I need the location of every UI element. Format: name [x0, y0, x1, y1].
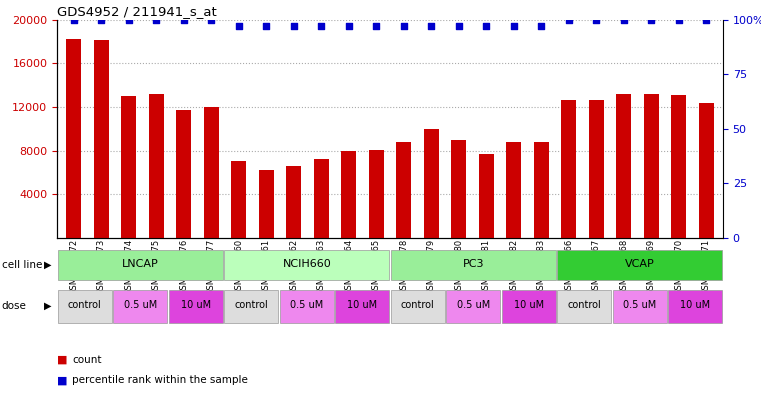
Point: [288, 23, 300, 29]
Bar: [391, 290, 444, 323]
Text: 0.5 uM: 0.5 uM: [457, 300, 490, 310]
Point: [645, 17, 658, 23]
Point: [95, 17, 107, 23]
Bar: [644, 94, 659, 238]
Point: [315, 23, 327, 29]
Point: [508, 23, 520, 29]
Point: [425, 23, 438, 29]
Point: [150, 17, 162, 23]
Text: 10 uM: 10 uM: [347, 300, 377, 310]
Bar: [280, 290, 333, 323]
Bar: [259, 170, 274, 238]
Bar: [699, 103, 714, 238]
Text: GDS4952 / 211941_s_at: GDS4952 / 211941_s_at: [57, 6, 217, 18]
Bar: [451, 140, 466, 238]
Point: [535, 23, 547, 29]
Bar: [341, 151, 356, 238]
Text: ■: ■: [57, 375, 68, 386]
Bar: [148, 94, 164, 238]
Point: [480, 23, 492, 29]
Point: [563, 17, 575, 23]
Text: PC3: PC3: [463, 259, 484, 269]
Point: [700, 17, 712, 23]
Point: [233, 23, 245, 29]
Point: [68, 17, 80, 23]
Bar: [501, 290, 556, 323]
Point: [342, 23, 355, 29]
Point: [618, 17, 630, 23]
Bar: [668, 290, 722, 323]
Text: percentile rank within the sample: percentile rank within the sample: [72, 375, 248, 386]
Bar: [176, 110, 191, 238]
Bar: [589, 100, 604, 238]
Point: [260, 23, 272, 29]
Text: 0.5 uM: 0.5 uM: [290, 300, 323, 310]
Bar: [224, 250, 389, 280]
Bar: [314, 159, 329, 238]
Point: [205, 17, 217, 23]
Bar: [121, 96, 136, 238]
Bar: [113, 290, 167, 323]
Text: LNCAP: LNCAP: [122, 259, 159, 269]
Bar: [671, 95, 686, 238]
Bar: [557, 290, 611, 323]
Text: count: count: [72, 354, 102, 365]
Bar: [562, 100, 576, 238]
Bar: [447, 290, 500, 323]
Point: [370, 23, 382, 29]
Bar: [533, 142, 549, 238]
Text: 10 uM: 10 uM: [180, 300, 211, 310]
Bar: [286, 166, 301, 238]
Bar: [479, 154, 494, 238]
Bar: [396, 142, 412, 238]
Bar: [231, 162, 247, 238]
Text: 10 uM: 10 uM: [680, 300, 710, 310]
Text: ▶: ▶: [43, 301, 51, 311]
Bar: [616, 94, 632, 238]
Bar: [613, 290, 667, 323]
Bar: [169, 290, 223, 323]
Bar: [58, 250, 223, 280]
Bar: [66, 39, 81, 238]
Point: [453, 23, 465, 29]
Point: [123, 17, 135, 23]
Text: control: control: [68, 300, 102, 310]
Bar: [204, 107, 218, 238]
Bar: [94, 40, 109, 238]
Bar: [506, 142, 521, 238]
Text: control: control: [568, 300, 601, 310]
Text: cell line: cell line: [2, 260, 42, 270]
Bar: [557, 250, 722, 280]
Point: [673, 17, 685, 23]
Text: dose: dose: [2, 301, 27, 311]
Text: control: control: [401, 300, 435, 310]
Bar: [58, 290, 112, 323]
Text: ■: ■: [57, 354, 68, 365]
Text: VCAP: VCAP: [625, 259, 654, 269]
Text: 10 uM: 10 uM: [514, 300, 544, 310]
Text: 0.5 uM: 0.5 uM: [124, 300, 157, 310]
Text: ▶: ▶: [43, 260, 51, 270]
Bar: [336, 290, 389, 323]
Bar: [224, 290, 279, 323]
Text: NCIH660: NCIH660: [282, 259, 331, 269]
Point: [398, 23, 410, 29]
Point: [177, 17, 189, 23]
Text: control: control: [234, 300, 268, 310]
Bar: [424, 129, 439, 238]
Point: [591, 17, 603, 23]
Bar: [391, 250, 556, 280]
Bar: [368, 150, 384, 238]
Text: 0.5 uM: 0.5 uM: [623, 300, 656, 310]
